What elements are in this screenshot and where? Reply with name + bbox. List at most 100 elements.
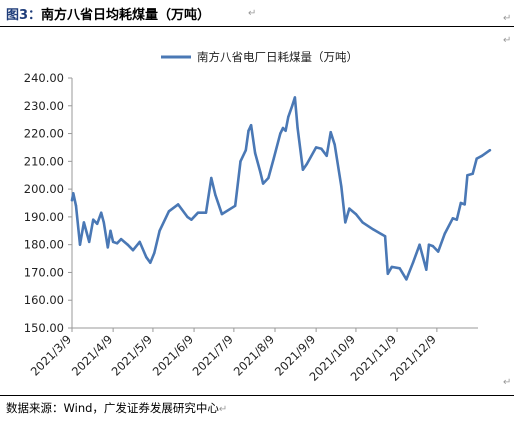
y-tick-label: 220.00 bbox=[24, 127, 64, 141]
data-point bbox=[204, 211, 208, 214]
data-point bbox=[214, 193, 217, 196]
x-tick-label: 2021/7/9 bbox=[190, 332, 236, 378]
return-mark: ↵ bbox=[248, 8, 257, 19]
figure-title-text: 南方八省日均耗煤量（万吨） bbox=[41, 8, 211, 23]
data-point bbox=[272, 157, 275, 160]
data-point bbox=[281, 126, 285, 130]
x-tick-label: 2021/8/9 bbox=[231, 332, 277, 378]
data-point bbox=[475, 157, 478, 160]
data-point bbox=[372, 228, 375, 231]
y-tick-label: 200.00 bbox=[24, 182, 64, 196]
data-point bbox=[427, 243, 431, 246]
data-point bbox=[333, 143, 336, 146]
data-point bbox=[153, 251, 156, 255]
data-point bbox=[361, 221, 364, 224]
data-point bbox=[425, 268, 428, 271]
data-point bbox=[149, 261, 152, 264]
return-mark: ↵ bbox=[503, 13, 512, 24]
x-tick-label: 2021/5/9 bbox=[109, 332, 155, 378]
data-point bbox=[249, 124, 253, 127]
y-tick-label: 180.00 bbox=[24, 238, 64, 252]
data-point bbox=[390, 265, 393, 269]
data-point bbox=[459, 201, 462, 205]
data-point bbox=[190, 218, 193, 221]
data-point bbox=[244, 149, 247, 152]
figure-title: 图3：南方八省日均耗煤量（万吨） bbox=[6, 4, 210, 23]
y-tick-label: 160.00 bbox=[24, 293, 64, 307]
data-point bbox=[344, 221, 347, 224]
y-tick-label: 240.00 bbox=[24, 71, 64, 85]
data-point bbox=[293, 96, 297, 99]
data-point bbox=[119, 237, 123, 241]
data-point bbox=[82, 221, 86, 224]
x-tick-label: 2021/4/9 bbox=[69, 332, 115, 378]
data-point bbox=[186, 215, 189, 219]
data-point bbox=[74, 204, 78, 207]
data-point bbox=[131, 249, 135, 252]
y-tick-label: 190.00 bbox=[24, 210, 64, 224]
data-point bbox=[325, 154, 328, 157]
legend-label: 南方八省电厂日耗煤量（万吨） bbox=[197, 50, 358, 64]
data-point bbox=[100, 211, 103, 214]
data-point bbox=[383, 235, 387, 238]
data-point bbox=[106, 246, 110, 249]
y-tick-label: 150.00 bbox=[24, 321, 64, 335]
top-rule bbox=[0, 26, 514, 27]
data-point bbox=[354, 212, 358, 216]
data-point bbox=[234, 204, 237, 207]
data-point bbox=[340, 185, 343, 188]
data-point bbox=[296, 126, 299, 130]
data-point bbox=[78, 243, 82, 246]
x-tick-label: 2021/6/9 bbox=[150, 332, 196, 378]
data-point bbox=[70, 199, 74, 202]
data-point bbox=[115, 242, 119, 245]
data-point bbox=[267, 176, 270, 180]
legend: 南方八省电厂日耗煤量（万吨） bbox=[161, 50, 358, 64]
data-point bbox=[158, 229, 161, 232]
source-note: 数据来源：Wind，广发证券发展研究中心↵ bbox=[6, 400, 227, 416]
data-point bbox=[239, 160, 242, 163]
data-point bbox=[196, 211, 200, 214]
data-point bbox=[418, 243, 421, 246]
figure-number: 图3： bbox=[6, 8, 42, 23]
data-point bbox=[284, 129, 287, 132]
data-point bbox=[259, 171, 262, 174]
data-point bbox=[466, 174, 469, 177]
data-point bbox=[437, 250, 440, 253]
y-axis: 150.00 160.00 170.00 180.00 190.00 200.00 210.… bbox=[24, 71, 73, 335]
data-point bbox=[138, 240, 141, 244]
x-axis: 2021/3/92021/4/92021/5/92021/6/92021/7/9… bbox=[28, 327, 478, 384]
data-point bbox=[92, 218, 95, 221]
x-tick-label: 2021/3/9 bbox=[28, 332, 74, 378]
data-point bbox=[291, 104, 294, 108]
data-point bbox=[261, 182, 265, 185]
return-mark: ↵ bbox=[503, 377, 512, 388]
data-point bbox=[386, 272, 389, 275]
data-point bbox=[176, 203, 180, 206]
data-point bbox=[287, 115, 290, 119]
y-tick-label: 210.00 bbox=[24, 154, 64, 168]
bottom-rule bbox=[0, 395, 514, 396]
data-point bbox=[451, 217, 454, 220]
data-point bbox=[443, 232, 446, 235]
data-point bbox=[305, 162, 308, 166]
data-point bbox=[301, 168, 305, 171]
data-point bbox=[72, 192, 75, 195]
data-point bbox=[480, 154, 484, 157]
data-point bbox=[279, 132, 282, 135]
data-point bbox=[471, 172, 474, 175]
data-point bbox=[314, 146, 318, 149]
source-text: 数据来源：Wind，广发证券发展研究中心 bbox=[6, 401, 219, 415]
data-point bbox=[126, 243, 129, 246]
data-point bbox=[463, 203, 466, 206]
data-point bbox=[253, 151, 257, 155]
plot-area bbox=[70, 96, 492, 281]
data-point bbox=[145, 256, 148, 259]
return-mark: ↵ bbox=[503, 35, 512, 46]
data-point bbox=[455, 218, 458, 221]
data-point bbox=[411, 261, 415, 264]
data-point bbox=[398, 267, 401, 270]
data-point bbox=[109, 229, 112, 232]
data-point bbox=[102, 221, 106, 224]
data-point bbox=[111, 240, 115, 244]
